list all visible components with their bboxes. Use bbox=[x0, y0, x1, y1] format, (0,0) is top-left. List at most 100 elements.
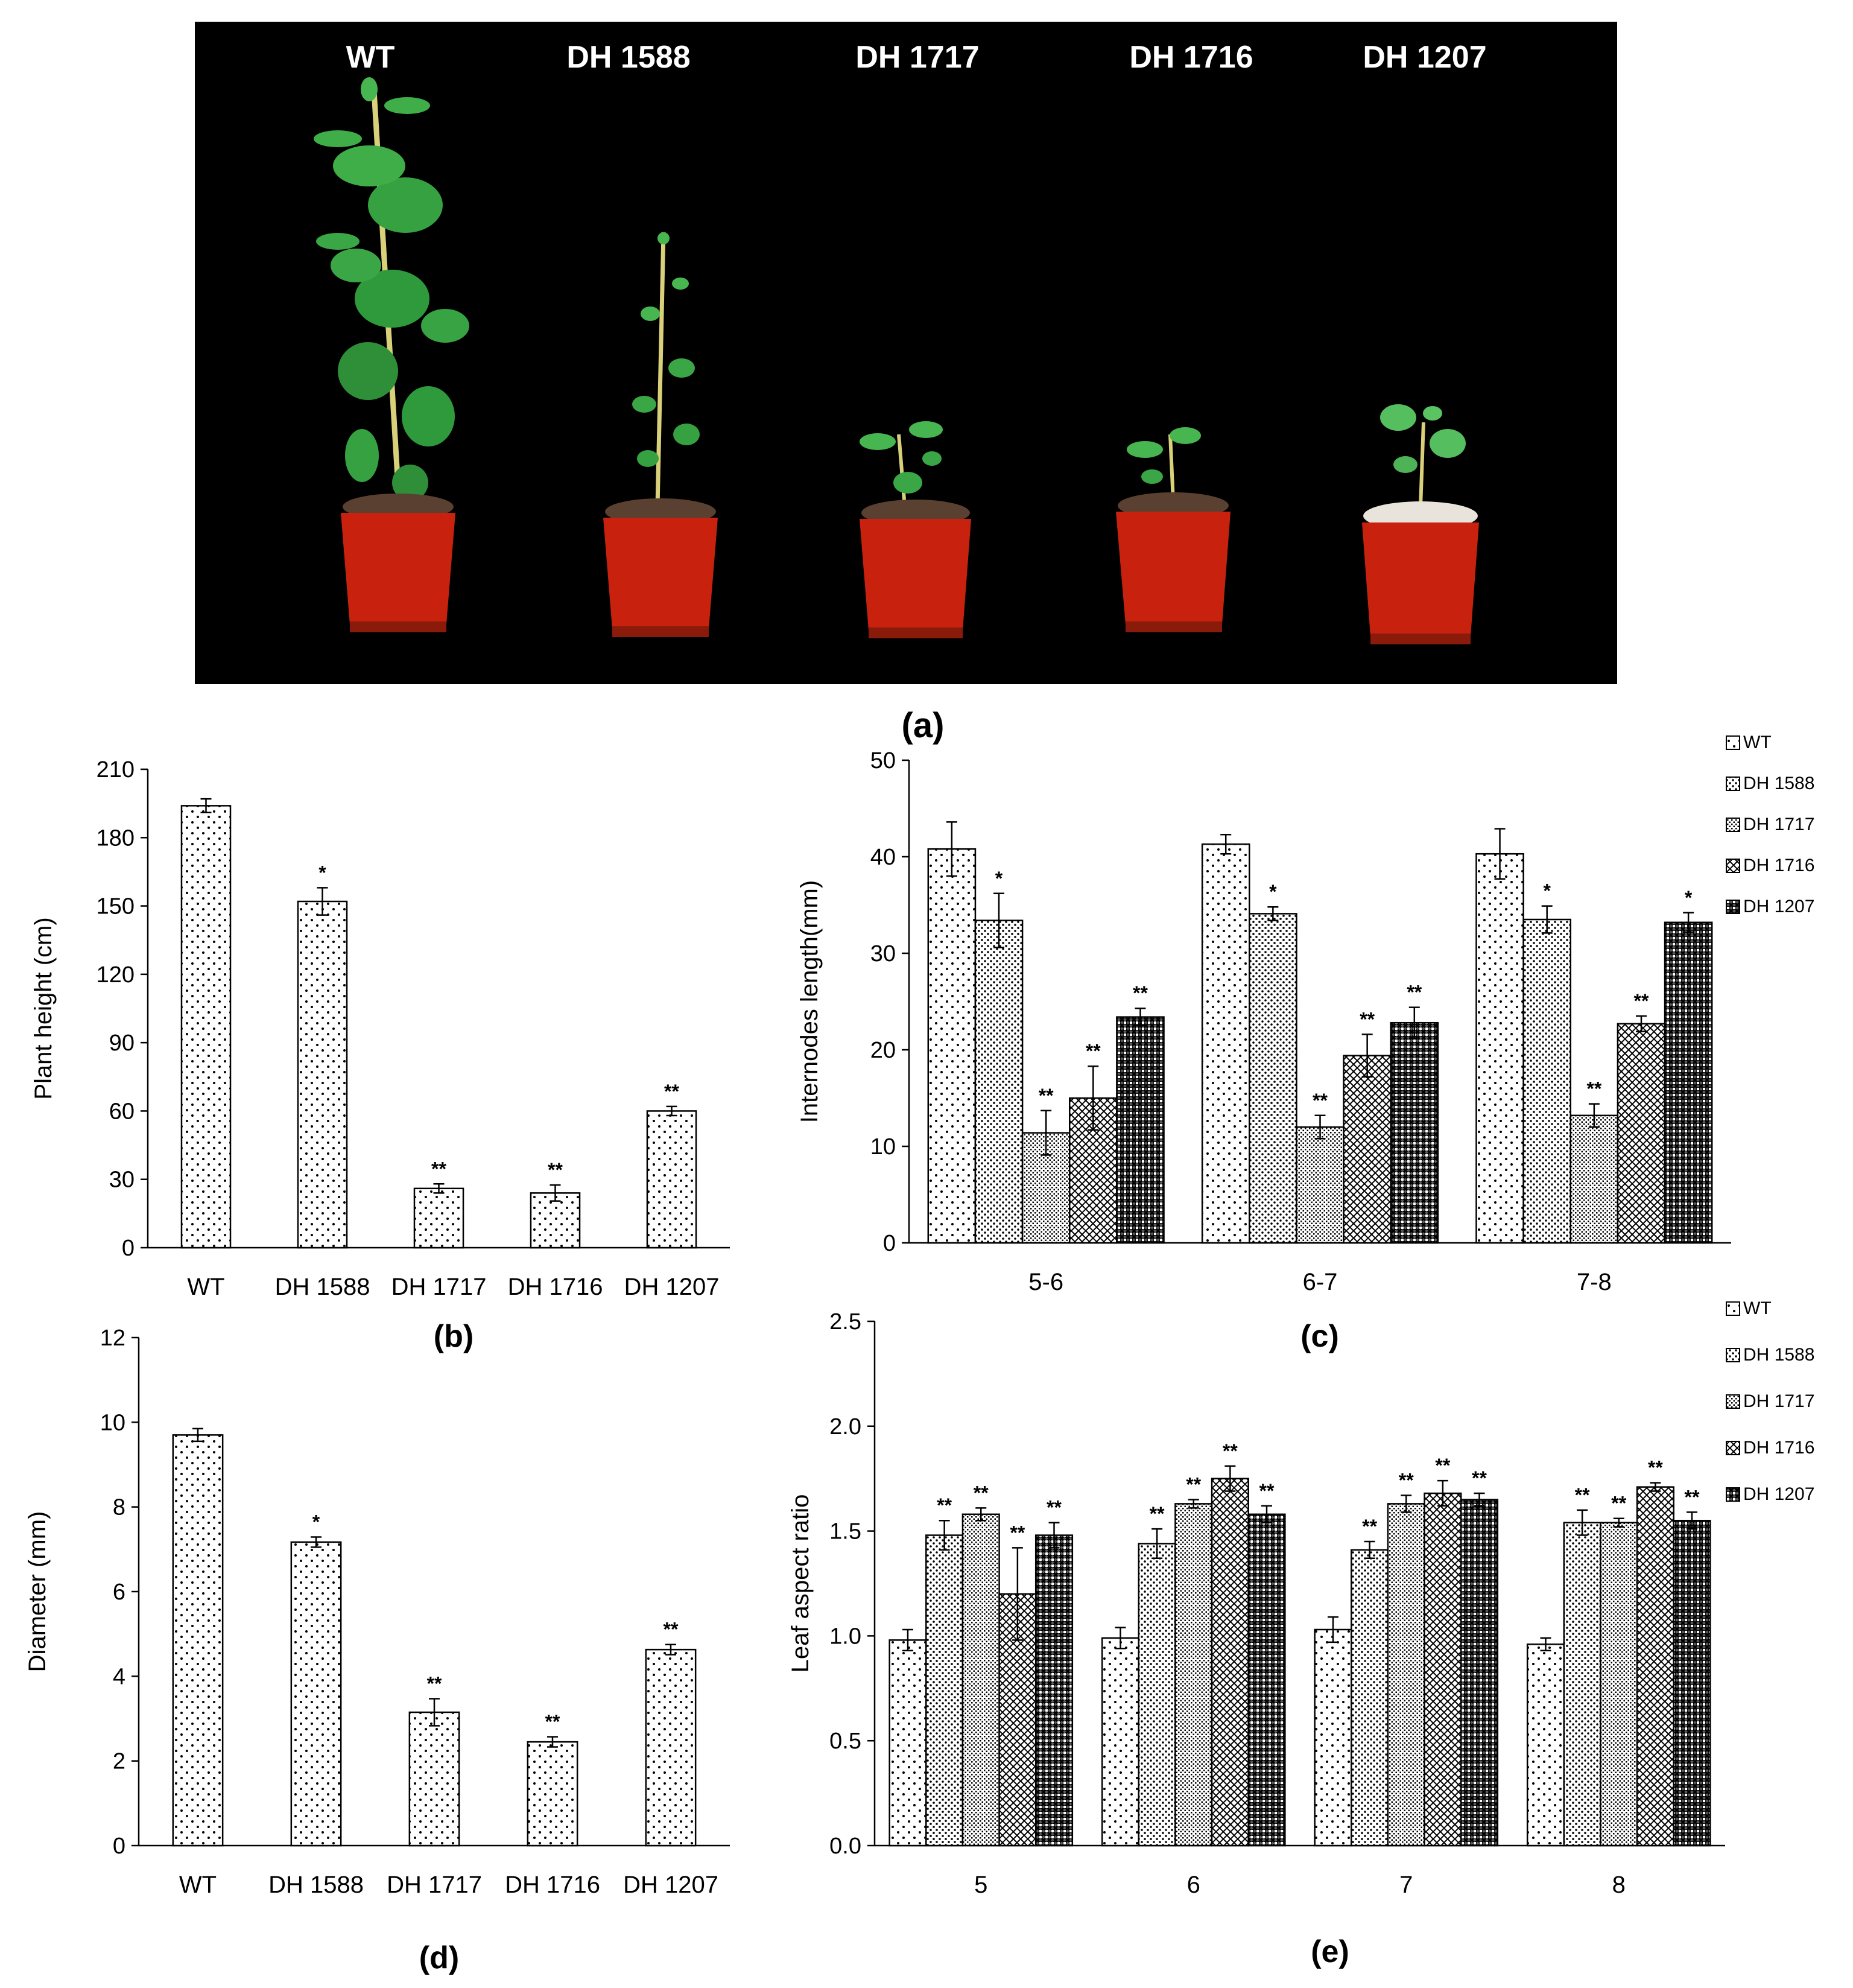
significance-marker: ** bbox=[664, 1619, 679, 1640]
chart-b: 0 30 60 90 120 150 180 210 Plant height (cm) (b) W… bbox=[30, 757, 730, 1354]
bar bbox=[1475, 853, 1524, 1244]
y-tick-label: 0.5 bbox=[829, 1729, 861, 1754]
y-tick-label: 30 bbox=[109, 1167, 135, 1193]
y-tick-label: 2.0 bbox=[829, 1414, 861, 1440]
legend-swatch bbox=[1726, 1394, 1740, 1409]
panel-label-a: (a) bbox=[902, 706, 945, 745]
legend: WT DH 1588 DH 1717 DH 1716 DH 1207 bbox=[1726, 732, 1814, 916]
significance-marker: * bbox=[995, 868, 1003, 889]
y-tick-label: 90 bbox=[109, 1031, 135, 1056]
legend-swatch bbox=[1726, 900, 1740, 914]
significance-marker: ** bbox=[1313, 1090, 1328, 1111]
significance-marker: ** bbox=[1186, 1473, 1201, 1495]
bar bbox=[1249, 913, 1297, 1244]
bar bbox=[1296, 1126, 1345, 1244]
significance-marker: ** bbox=[1047, 1497, 1062, 1519]
y-axis-title: Leaf aspect ratio bbox=[787, 1494, 814, 1673]
bar bbox=[1174, 1503, 1213, 1847]
bar bbox=[646, 1110, 697, 1249]
bar bbox=[290, 1541, 342, 1847]
pot-dh1717 bbox=[860, 500, 971, 638]
bar bbox=[1201, 843, 1250, 1244]
legend-swatch bbox=[1726, 776, 1740, 791]
x-tick-label: 7 bbox=[1399, 1872, 1413, 1898]
y-tick-label: 10 bbox=[100, 1410, 125, 1435]
significance-marker: ** bbox=[545, 1711, 560, 1733]
legend-label: DH 1207 bbox=[1743, 897, 1814, 916]
y-tick-label: 0 bbox=[883, 1231, 896, 1256]
bar bbox=[1673, 1519, 1711, 1847]
bar bbox=[1522, 918, 1572, 1244]
significance-marker: ** bbox=[1648, 1457, 1663, 1479]
x-tick-label: WT bbox=[179, 1872, 217, 1898]
y-tick-label: 150 bbox=[97, 894, 135, 919]
y-tick-label: 1.5 bbox=[829, 1519, 861, 1545]
y-tick-label: 2 bbox=[113, 1749, 125, 1774]
significance-marker: ** bbox=[1362, 1516, 1377, 1537]
significance-marker: ** bbox=[1086, 1040, 1101, 1062]
photo-label-wt: WT bbox=[346, 40, 395, 75]
bar bbox=[180, 805, 232, 1249]
bar bbox=[530, 1192, 581, 1249]
x-tick-label: DH 1588 bbox=[268, 1872, 364, 1898]
significance-marker: * bbox=[312, 1511, 320, 1532]
legend-label: WT bbox=[1743, 732, 1772, 752]
significance-marker: ** bbox=[1150, 1503, 1165, 1525]
bar bbox=[1211, 1478, 1249, 1847]
y-tick-label: 30 bbox=[870, 941, 896, 967]
panel-label-e: (e) bbox=[1311, 1934, 1349, 1969]
x-tick-label: DH 1717 bbox=[387, 1872, 482, 1898]
bar bbox=[1636, 1486, 1674, 1847]
bar bbox=[1526, 1643, 1565, 1847]
y-tick-label: 20 bbox=[870, 1038, 896, 1063]
bar bbox=[1101, 1637, 1140, 1847]
pot-dh1716 bbox=[1116, 492, 1231, 632]
y-tick-label: 2.5 bbox=[829, 1309, 861, 1335]
significance-marker: ** bbox=[1685, 1486, 1700, 1508]
y-tick-label: 10 bbox=[870, 1134, 896, 1160]
photo-labels: WT DH 1588 DH 1717 DH 1716 DH 1207 bbox=[346, 40, 1487, 75]
significance-marker: ** bbox=[1407, 982, 1422, 1003]
bar bbox=[1387, 1503, 1425, 1847]
y-tick-label: 210 bbox=[97, 757, 135, 783]
y-tick-label: 4 bbox=[113, 1664, 125, 1689]
bar bbox=[172, 1434, 224, 1847]
significance-marker: ** bbox=[974, 1482, 989, 1504]
photo-label-dh1207: DH 1207 bbox=[1363, 40, 1486, 75]
bar bbox=[1570, 1114, 1619, 1244]
significance-marker: ** bbox=[1360, 1008, 1375, 1030]
significance-marker: ** bbox=[1634, 990, 1649, 1012]
significance-marker: ** bbox=[1039, 1085, 1054, 1107]
plant-dh1207 bbox=[1380, 404, 1466, 507]
x-tick-label: 5-6 bbox=[1028, 1269, 1063, 1295]
panel-label-c: (c) bbox=[1300, 1319, 1339, 1354]
plant-dh1717 bbox=[860, 421, 943, 507]
plant-dh1716 bbox=[1127, 427, 1201, 501]
bar bbox=[297, 900, 348, 1249]
plant-dh1588 bbox=[632, 232, 700, 507]
bar bbox=[1460, 1499, 1499, 1847]
legend-label: DH 1716 bbox=[1743, 1438, 1814, 1458]
bar bbox=[927, 848, 977, 1244]
significance-marker: ** bbox=[1472, 1467, 1487, 1489]
significance-marker: ** bbox=[1223, 1440, 1238, 1462]
y-tick-label: 0.0 bbox=[829, 1834, 861, 1859]
legend-swatch bbox=[1726, 859, 1740, 873]
y-tick-label: 120 bbox=[97, 962, 135, 988]
photo-label-dh1716: DH 1716 bbox=[1129, 40, 1253, 75]
y-tick-label: 6 bbox=[113, 1580, 125, 1605]
bar bbox=[961, 1513, 1000, 1847]
y-tick-label: 180 bbox=[97, 825, 135, 851]
x-tick-label: WT bbox=[187, 1274, 224, 1300]
bar bbox=[1034, 1534, 1074, 1847]
bar bbox=[1563, 1522, 1601, 1847]
significance-marker: * bbox=[1543, 880, 1551, 902]
significance-marker: ** bbox=[937, 1494, 952, 1516]
legend-label: DH 1716 bbox=[1743, 856, 1814, 875]
bar bbox=[1247, 1513, 1286, 1847]
significance-marker: ** bbox=[1133, 982, 1148, 1004]
bar bbox=[408, 1711, 460, 1847]
legend-label: DH 1717 bbox=[1743, 1391, 1814, 1411]
significance-marker: * bbox=[1685, 887, 1693, 909]
